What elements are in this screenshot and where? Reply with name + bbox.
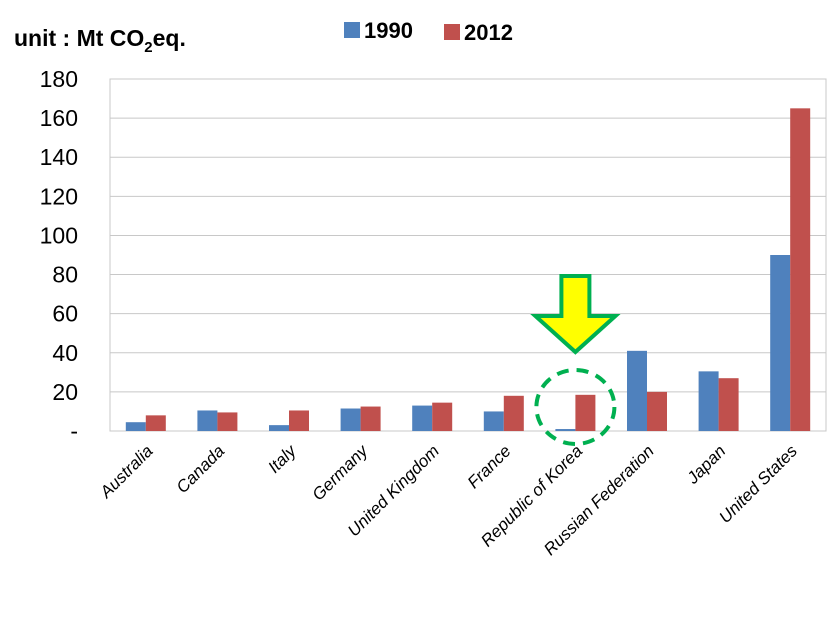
highlight-circle <box>534 368 617 446</box>
bar-1990-australia <box>125 422 146 431</box>
legend-label-1990: 1990 <box>364 18 413 43</box>
bar-2012-italy <box>289 410 309 431</box>
bar-1990-japan <box>698 371 719 431</box>
bar-2012-australia <box>145 415 166 431</box>
y-tick-label: 80 <box>52 262 78 288</box>
legend-swatch-1990 <box>344 22 360 38</box>
x-tick-label: Canada <box>173 441 229 497</box>
bar-1990-russian-federation <box>627 350 647 431</box>
y-tick-label: 100 <box>40 222 78 248</box>
y-tick-label: 40 <box>52 340 78 366</box>
bar-2012-france <box>503 395 524 431</box>
bar-1990-italy <box>269 425 289 431</box>
x-tick-label: Germany <box>309 440 373 504</box>
y-axis-ticks: - 20 40 60 80 100 120 140 160 180 <box>40 66 78 444</box>
plot-frame <box>109 78 827 432</box>
highlight-annotation <box>530 274 621 446</box>
x-tick-label: Italy <box>264 440 301 477</box>
y-tick-label: 140 <box>40 144 78 170</box>
legend-swatch-2012 <box>444 24 460 40</box>
y-tick-label: 120 <box>40 183 78 209</box>
bar-1990-republic-of-korea <box>555 429 576 431</box>
bar-2012-canada <box>217 412 238 431</box>
bar-1990-united-kingdom <box>412 405 433 431</box>
y-tick-label: 180 <box>40 66 78 92</box>
legend: 1990 2012 <box>344 18 513 45</box>
x-tick-label: France <box>464 441 515 492</box>
bar-2012-republic-of-korea <box>575 394 596 431</box>
bar-1990-united-states <box>770 255 791 431</box>
bar-2012-germany <box>360 406 381 431</box>
bar-2012-russian-federation <box>647 391 667 431</box>
legend-label-2012: 2012 <box>464 20 513 45</box>
bars <box>125 108 811 431</box>
x-tick-label: Australia <box>96 441 157 502</box>
bar-2012-united-kingdom <box>432 402 453 431</box>
bar-1990-germany <box>340 408 361 431</box>
bar-2012-united-states <box>790 108 811 431</box>
y-tick-label: 20 <box>52 379 78 405</box>
y-tick-label: 60 <box>52 301 78 327</box>
highlight-arrow-icon <box>530 274 621 355</box>
unit-label: unit : Mt CO2eq. <box>14 25 186 56</box>
y-tick-label: - <box>70 418 78 444</box>
bar-2012-japan <box>718 378 739 431</box>
y-tick-label: 160 <box>40 105 78 131</box>
x-tick-label: Japan <box>683 441 730 488</box>
gridlines <box>109 78 827 432</box>
bar-1990-france <box>483 411 504 431</box>
bar-1990-canada <box>197 410 218 431</box>
